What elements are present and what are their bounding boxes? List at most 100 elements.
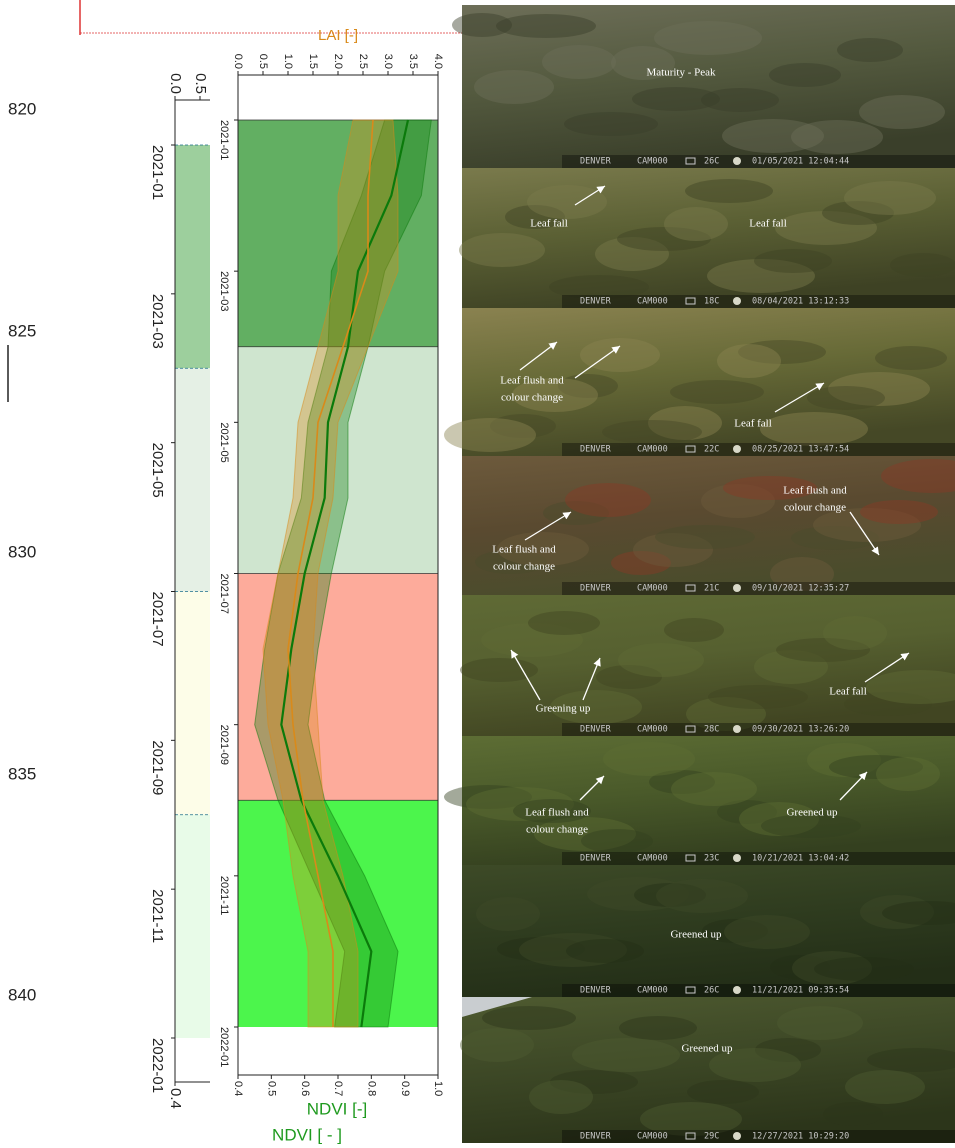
stamp-camera: CAM000 (637, 854, 668, 864)
canopy (519, 933, 627, 967)
y2-tick-label: 0.8 (365, 1081, 377, 1096)
y2-tick-label: 0.4 (167, 1088, 184, 1109)
canopy (791, 526, 879, 550)
x-tick-label: 2021-05 (149, 443, 166, 498)
canopy (655, 525, 755, 549)
line-number: 830 (8, 542, 36, 561)
phase-band (238, 800, 438, 1027)
stamp-datetime: 10/21/2021 13:04:42 (752, 854, 849, 864)
canopy (859, 95, 945, 129)
stamp-site: DENVER (580, 297, 612, 307)
stamp-camera: CAM000 (637, 986, 668, 996)
photo (462, 595, 955, 736)
canopy (876, 757, 940, 791)
canopy (513, 799, 591, 823)
canopy (474, 70, 554, 104)
battery-icon (685, 1132, 696, 1140)
y-tick-label: 2.0 (332, 54, 344, 69)
stamp-temperature: 28C (704, 725, 719, 735)
moon-icon (733, 445, 741, 453)
y2-tick-label: 0.9 (399, 1081, 411, 1096)
canopy (566, 939, 644, 963)
canopy (845, 1070, 925, 1104)
canopy (875, 346, 947, 370)
y2-axis-label: NDVI [-] (307, 1099, 367, 1118)
canopy (481, 623, 583, 657)
stamp-bar (562, 443, 955, 456)
canopy (572, 1038, 680, 1072)
annotation-arrow (579, 775, 605, 801)
phase-band (175, 814, 210, 1038)
annotation: colour change (493, 561, 555, 573)
photo (462, 997, 955, 1143)
stamp-camera: CAM000 (637, 157, 668, 167)
annotation-arrow (524, 511, 572, 541)
x-tick-label: 2022-01 (218, 1027, 230, 1067)
annotation: Leaf fall (749, 218, 787, 230)
canopy (649, 770, 715, 794)
stamp-site: DENVER (580, 986, 612, 996)
y-tick-label: 4.0 (432, 54, 444, 69)
canopy (723, 476, 817, 500)
canopy (542, 45, 616, 79)
canopy (633, 533, 713, 567)
canopy (775, 211, 877, 245)
stamp-bar (562, 582, 955, 595)
moon-icon (733, 1132, 741, 1140)
annotation-arrow (582, 657, 601, 701)
x-tick-label: 2021-11 (149, 889, 166, 943)
annotation-arrow (849, 511, 880, 556)
canopy (866, 670, 955, 704)
canopy (611, 551, 671, 575)
canopy (648, 406, 722, 440)
line-number: 840 (8, 985, 36, 1004)
canopy (687, 1080, 759, 1104)
canopy (550, 1070, 638, 1094)
y-tick-label: 1.5 (307, 54, 319, 69)
canopy (634, 883, 706, 907)
canopy (770, 955, 830, 979)
canopy (528, 611, 600, 635)
stamp-datetime: 09/30/2021 13:26:20 (752, 725, 849, 735)
canopy (565, 483, 651, 517)
canopy (724, 915, 810, 949)
stamp-bar (562, 984, 955, 997)
annotation-arrow (519, 341, 558, 371)
canopy (717, 800, 777, 824)
canopy (664, 618, 724, 642)
canopy (617, 227, 711, 251)
stamp-bar (562, 155, 955, 168)
canopy (754, 650, 828, 684)
canopy (505, 205, 565, 229)
photo-panel: Leaf flush and colour change Leaf flush an… (462, 456, 955, 595)
stamp-site: DENVER (580, 1132, 612, 1142)
battery-icon (685, 297, 696, 305)
canopy (496, 14, 596, 38)
canopy (823, 616, 887, 650)
y2-tick-label: 0.6 (299, 1081, 311, 1096)
canopy (754, 249, 832, 273)
canopy (860, 895, 934, 929)
canopy (640, 1102, 742, 1136)
photo (462, 5, 955, 168)
stamp-camera: CAM000 (637, 445, 668, 455)
canopy (881, 459, 955, 493)
y-axis-label: LAI [-] (318, 27, 358, 44)
canopy (587, 877, 689, 911)
photo-panel: Greening up Leaf fall DENVER CAM000 28C 09/30… (460, 595, 955, 736)
x-tick-label: 2021-09 (149, 740, 166, 795)
photo-panel: Leaf flush and colour change Greened up DEN… (444, 736, 955, 865)
annotation: Leaf fall (530, 218, 568, 230)
canopy (686, 697, 766, 731)
canopy (776, 638, 870, 662)
canopy (828, 372, 930, 406)
canopy (619, 1016, 697, 1040)
annotation-arrow (574, 345, 621, 379)
x-tick-label: 2021-05 (218, 422, 230, 462)
y-tick-label: 0.0 (232, 54, 244, 69)
series-line (280, 119, 410, 1028)
canopy (702, 919, 768, 943)
stamp-datetime: 08/25/2021 13:47:54 (752, 445, 849, 455)
photo (462, 308, 955, 456)
canopy (654, 21, 762, 55)
